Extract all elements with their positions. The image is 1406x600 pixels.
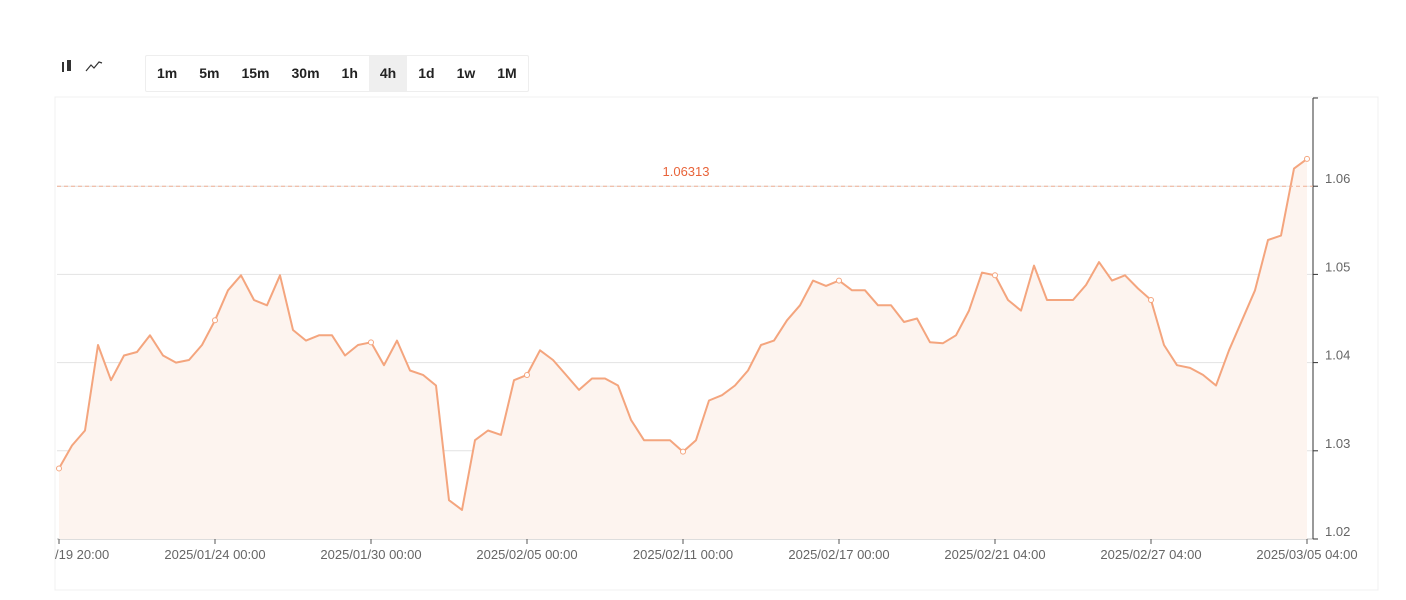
y-tick-label: 1.06 bbox=[1325, 171, 1350, 186]
interval-button[interactable]: 1M bbox=[497, 65, 517, 81]
interval-button[interactable]: 15m bbox=[241, 65, 270, 81]
x-tick-label: /19 20:00 bbox=[55, 547, 109, 562]
x-tick-label: 2025/03/05 04:00 bbox=[1256, 547, 1357, 562]
point-marker bbox=[992, 272, 998, 279]
point-marker bbox=[680, 448, 686, 455]
x-tick-label: 2025/02/27 04:00 bbox=[1100, 547, 1201, 562]
x-tick-label: 2025/02/05 00:00 bbox=[476, 547, 577, 562]
x-tick-label: 2025/01/24 00:00 bbox=[164, 547, 265, 562]
point-marker bbox=[524, 371, 530, 378]
interval-button[interactable]: 1h bbox=[341, 65, 358, 81]
area bbox=[59, 158, 1307, 539]
point-marker bbox=[836, 277, 842, 284]
point-marker bbox=[1148, 296, 1154, 303]
chart-frame bbox=[54, 96, 1379, 591]
y-tick-label: 1.03 bbox=[1325, 436, 1350, 451]
interval-toolbar: 1m 5m 15m 30m 1h 4h 1d 1w 1M bbox=[145, 55, 529, 92]
interval-button[interactable]: 1d bbox=[418, 65, 435, 81]
candle-icon[interactable] bbox=[67, 60, 71, 71]
y-tick-label: 1.05 bbox=[1325, 259, 1350, 274]
y-tick-label: 1.04 bbox=[1325, 348, 1350, 363]
x-tick-label: 2025/01/30 00:00 bbox=[320, 547, 421, 562]
point-marker bbox=[212, 317, 218, 324]
interval-button[interactable]: 5m bbox=[199, 65, 220, 81]
x-tick-label: 2025/02/11 00:00 bbox=[633, 547, 733, 562]
x-tick-label: 2025/02/17 00:00 bbox=[788, 547, 889, 562]
y-tick-label: 1.02 bbox=[1325, 524, 1350, 539]
interval-button[interactable]: 30m bbox=[291, 65, 320, 81]
x-tick-label: 2025/02/21 04:00 bbox=[944, 547, 1045, 562]
interval-button[interactable]: 1w bbox=[456, 65, 476, 81]
point-marker bbox=[368, 339, 374, 346]
candle-icon[interactable] bbox=[62, 62, 64, 72]
interval-button[interactable]: 1m bbox=[157, 65, 178, 81]
point-marker bbox=[1304, 155, 1310, 162]
point-marker bbox=[56, 465, 62, 472]
chart-style-icons bbox=[62, 60, 103, 72]
reference-label: 1.06313 bbox=[663, 164, 710, 179]
line-icon[interactable] bbox=[85, 61, 103, 72]
interval-button[interactable]: 4h bbox=[368, 56, 408, 91]
